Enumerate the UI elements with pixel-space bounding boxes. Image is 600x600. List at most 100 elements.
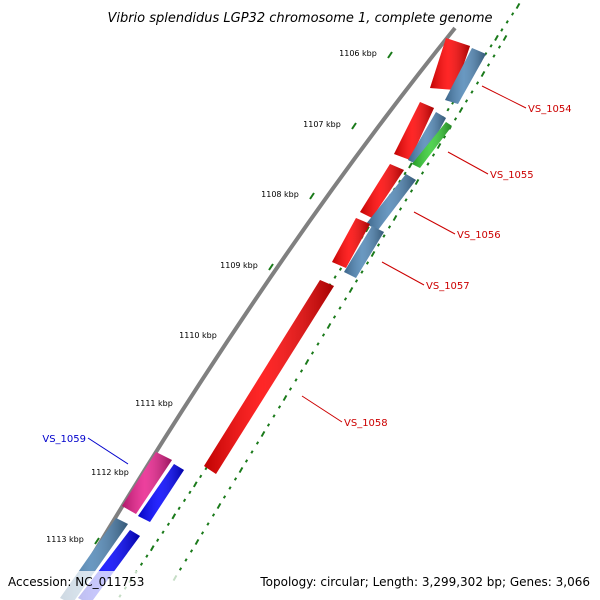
label-callout — [87, 437, 129, 465]
tick-mark — [182, 498, 187, 503]
gene-arrow-shading — [204, 280, 334, 474]
tick-mark — [161, 530, 165, 534]
tick-mark — [475, 81, 480, 85]
label-callout — [413, 211, 456, 235]
tick-mark — [453, 117, 458, 121]
tick-mark — [238, 466, 244, 474]
tick-marks: 1106 kbp 1107 kbp 1108 kbp 1109 kbp 1110 kbp… — [46, 2, 521, 598]
tick-mark — [392, 214, 398, 222]
backbone — [63, 26, 457, 600]
label-callout — [447, 151, 489, 175]
tick-mark — [431, 153, 436, 157]
gene-labels: VS_1054 VS_1055 VS_1056 VS_1057 VS_1058 VS_10… — [42, 85, 572, 465]
tick-mark-major — [268, 263, 274, 271]
tick-mark — [489, 44, 493, 48]
tick-mark — [266, 423, 271, 427]
tick-mark — [458, 106, 464, 114]
gene-label-vs-1059[interactable]: VS_1059 — [42, 434, 86, 445]
tick-mark — [233, 477, 238, 481]
tick-mark — [299, 369, 304, 373]
tick-mark-major — [351, 122, 357, 130]
tick-mark — [426, 162, 430, 166]
tick-mark — [166, 522, 170, 527]
gene-label-vs-1056[interactable]: VS_1056 — [457, 230, 501, 241]
tick-mark — [206, 522, 210, 526]
label-callout — [481, 85, 527, 109]
tick-mark — [370, 250, 376, 258]
tick-mark — [365, 261, 370, 265]
tick-mark — [145, 554, 149, 558]
tick-label: 1113 kbp — [46, 535, 84, 544]
tick-mark — [333, 275, 337, 279]
tick-mark — [211, 513, 216, 517]
tick-mark — [470, 90, 474, 94]
tick-mark — [294, 378, 298, 382]
tick-mark — [387, 225, 392, 229]
tick-mark — [505, 20, 509, 24]
tick-mark — [222, 495, 227, 499]
tick-mark — [316, 342, 320, 346]
tick-mark — [338, 306, 342, 310]
tick-label: 1106 kbp — [339, 49, 377, 58]
tick-mark — [464, 99, 469, 103]
tick-mark — [442, 135, 447, 139]
tick-mark — [480, 70, 486, 78]
tick-mark — [310, 351, 315, 355]
tick-mark — [304, 358, 310, 366]
tick-mark — [228, 486, 232, 490]
tick-label: 1107 kbp — [303, 120, 341, 129]
gene-arrow-shading — [366, 174, 416, 230]
label-callout — [381, 261, 425, 286]
tick-mark — [403, 171, 407, 176]
tick-mark — [414, 178, 420, 186]
tick-mark — [194, 538, 200, 546]
gene-label-vs-1058[interactable]: VS_1058 — [344, 418, 388, 429]
accession-text: Accession: NC_011753 — [8, 575, 144, 589]
gene-arrow-shading — [394, 102, 434, 160]
label-callout — [301, 395, 343, 423]
tick-mark — [272, 414, 276, 418]
gene-arrow-shading — [138, 464, 184, 522]
tick-mark — [502, 34, 508, 42]
tick-mark — [494, 34, 499, 41]
tick-mark-major — [94, 537, 100, 545]
tick-mark — [486, 63, 491, 67]
gene-arrow-shading — [122, 452, 172, 514]
tick-mark — [398, 179, 402, 184]
tick-mark — [365, 226, 370, 233]
tick-mark — [360, 270, 364, 274]
gene-arrow-shading — [430, 38, 470, 90]
tick-label: 1112 kbp — [91, 468, 129, 477]
tick-mark-major — [309, 192, 315, 200]
gene-arrow-shading — [360, 164, 404, 218]
gene-label-vs-1055[interactable]: VS_1055 — [490, 170, 534, 181]
backbone-line — [63, 26, 457, 600]
tick-mark — [255, 441, 260, 445]
tick-mark — [156, 538, 160, 542]
summary-text: Topology: circular; Length: 3,299,302 bp… — [259, 575, 590, 589]
gene-arrow-shading — [412, 122, 452, 168]
tick-mark — [321, 333, 326, 337]
tick-mark — [497, 45, 502, 49]
tick-mark — [354, 279, 359, 283]
tick-mark — [492, 54, 496, 58]
tick-mark — [260, 430, 266, 438]
tick-mark — [188, 490, 192, 495]
gene-label-vs-1054[interactable]: VS_1054 — [528, 104, 572, 115]
tick-mark — [192, 481, 198, 488]
tick-label: 1111 kbp — [135, 399, 173, 408]
tick-mark — [338, 267, 343, 271]
gene-label-vs-1057[interactable]: VS_1057 — [426, 281, 470, 292]
tick-mark — [178, 567, 183, 571]
tick-mark — [500, 28, 504, 32]
map-title: Vibrio splendidus LGP32 chromosome 1, co… — [107, 11, 492, 26]
tick-mark — [282, 394, 288, 402]
tick-mark — [420, 171, 425, 175]
gene-arrow-shading — [332, 218, 370, 268]
gene-features — [60, 38, 486, 600]
tick-mark — [348, 286, 354, 294]
tick-mark — [376, 243, 381, 247]
tick-mark — [343, 297, 348, 301]
tick-mark — [250, 450, 254, 454]
